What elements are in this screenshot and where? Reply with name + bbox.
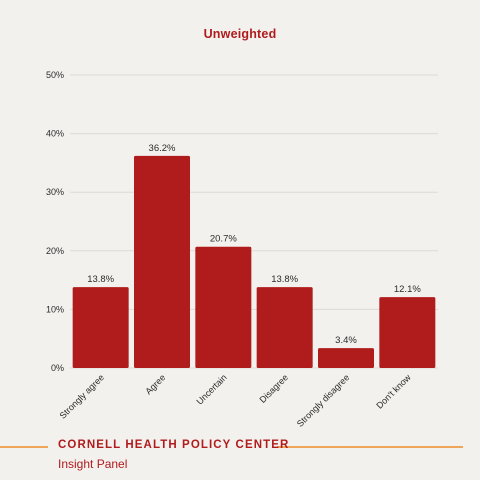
footer-organization: CORNELL HEALTH POLICY CENTER	[58, 439, 290, 451]
x-tick-label: Strongly disagree	[295, 372, 352, 429]
bar	[72, 287, 129, 368]
x-tick-label: Agree	[143, 372, 167, 396]
bar	[256, 287, 313, 368]
bar	[134, 155, 190, 368]
data-label: 3.4%	[335, 335, 357, 346]
chart-title: Unweighted	[203, 27, 277, 41]
data-label: 36.2%	[149, 143, 176, 154]
data-label: 12.1%	[394, 284, 421, 295]
bar	[195, 246, 252, 368]
y-tick-label: 40%	[46, 129, 64, 139]
footer-rule-left	[0, 446, 48, 448]
footer-rule-right	[277, 446, 463, 448]
data-label: 13.8%	[271, 274, 298, 285]
x-tick-label: Strongly agree	[58, 372, 106, 420]
y-tick-label: 10%	[46, 304, 64, 314]
data-label: 20.7%	[210, 234, 237, 245]
x-tick-label: Don't know	[374, 372, 413, 411]
y-tick-label: 30%	[46, 187, 64, 197]
y-tick-label: 20%	[46, 246, 64, 256]
y-tick-label: 0%	[51, 363, 64, 373]
x-tick-label: Uncertain	[194, 372, 228, 406]
y-tick-label: 50%	[46, 70, 64, 80]
footer-subtitle: Insight Panel	[58, 457, 128, 471]
x-tick-label: Disagree	[258, 372, 291, 405]
bar	[318, 348, 374, 368]
data-label: 13.8%	[87, 274, 114, 285]
bar	[379, 297, 436, 368]
